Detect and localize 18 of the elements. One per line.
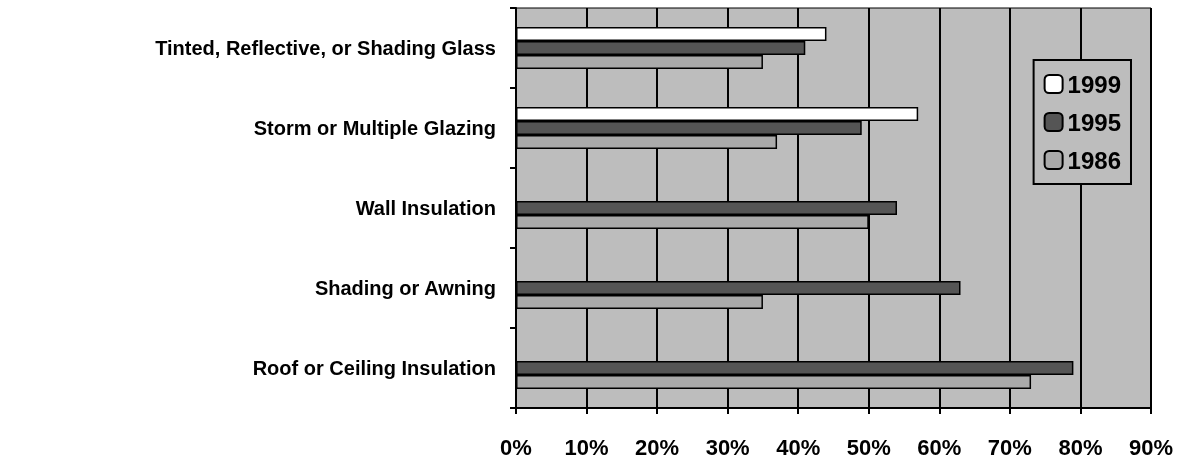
legend-label: 1995 xyxy=(1067,108,1121,136)
y-tick-label: Tinted, Reflective, or Shading Glass xyxy=(155,37,496,59)
x-tick-label: 50% xyxy=(846,434,891,460)
x-tick-label: 60% xyxy=(917,434,962,460)
y-tick-label: Wall Insulation xyxy=(355,197,496,219)
x-tick-label: 40% xyxy=(776,434,821,460)
x-tick-label: 80% xyxy=(1058,434,1103,460)
legend-label: 1999 xyxy=(1067,70,1121,98)
x-tick-label: 70% xyxy=(987,434,1032,460)
x-tick-label: 10% xyxy=(564,434,609,460)
y-tick-label: Shading or Awning xyxy=(314,277,496,299)
x-tick-label: 0% xyxy=(500,434,532,460)
y-tick-label: Storm or Multiple Glazing xyxy=(253,117,496,139)
x-tick-label: 30% xyxy=(705,434,750,460)
x-tick-label: 90% xyxy=(1128,434,1174,460)
x-tick-label: 20% xyxy=(635,434,680,460)
legend-label: 1986 xyxy=(1067,146,1121,174)
y-tick-label: Roof or Ceiling Insulation xyxy=(252,357,496,379)
